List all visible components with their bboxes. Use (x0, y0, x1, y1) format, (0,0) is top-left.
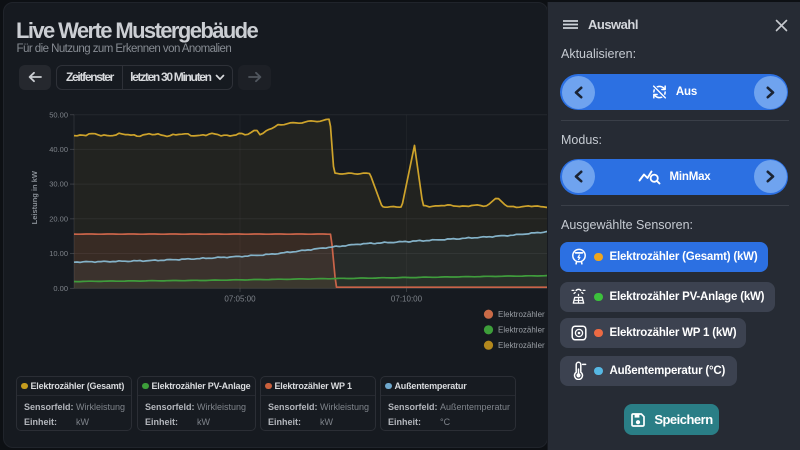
svg-text:0.00: 0.00 (53, 284, 68, 293)
svg-text:07:10:00: 07:10:00 (391, 295, 423, 304)
svg-text:20.00: 20.00 (49, 214, 68, 223)
svg-text:07:05:00: 07:05:00 (224, 295, 256, 304)
svg-text:Elektrozähler PV-Anlage: Elektrozähler PV-Anlage (498, 326, 560, 335)
svg-text:50.00: 50.00 (49, 110, 68, 119)
svg-text:Elektrozähler WP 1: Elektrozähler WP 1 (498, 310, 560, 319)
svg-text:30.00: 30.00 (49, 180, 68, 189)
svg-text:Elektrozähler (Gesamt): Elektrozähler (Gesamt) (498, 341, 560, 350)
svg-text:10.00: 10.00 (49, 249, 68, 258)
svg-text:40.00: 40.00 (49, 145, 68, 154)
svg-text:Leistung in kW: Leistung in kW (30, 170, 39, 224)
